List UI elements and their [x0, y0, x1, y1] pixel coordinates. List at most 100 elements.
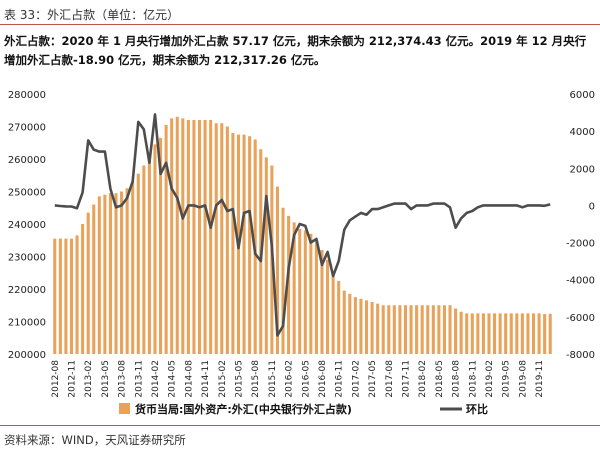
- bar: [409, 305, 413, 354]
- bar: [481, 313, 485, 354]
- x-axis-labels: 2012-08 2012-11 2013-02 2013-05 2013-08 2013-…: [51, 360, 545, 398]
- bar: [442, 305, 446, 354]
- bar: [92, 204, 96, 354]
- x-tick-label: 2014-11: [201, 360, 211, 398]
- bar: [275, 186, 279, 354]
- y-right-tick-label: -2000: [566, 239, 595, 250]
- y-left-tick-label: 200000: [8, 350, 46, 361]
- bar: [431, 305, 435, 354]
- y-left-tick-label: 270000: [8, 123, 46, 134]
- y-left-tick-label: 250000: [8, 188, 46, 199]
- x-tick-label: 2018-02: [418, 360, 428, 398]
- y-left-tick-label: 260000: [8, 155, 46, 166]
- bar: [398, 305, 402, 354]
- y-left-tick-label: 240000: [8, 220, 46, 231]
- bar: [292, 222, 296, 354]
- x-tick-label: 2019-11: [535, 360, 545, 398]
- bar: [498, 313, 502, 354]
- x-tick-label: 2015-02: [218, 360, 228, 398]
- bar: [437, 305, 441, 354]
- bar: [531, 313, 536, 354]
- x-tick-label: 2016-08: [318, 360, 328, 398]
- bar: [426, 305, 430, 354]
- bar: [131, 181, 135, 354]
- bar: [515, 313, 519, 354]
- y-left-tick-label: 280000: [8, 90, 46, 101]
- bar: [125, 188, 129, 354]
- y-right-tick-label: -6000: [566, 313, 595, 324]
- bar: [548, 313, 552, 354]
- x-tick-label: 2014-05: [168, 360, 178, 398]
- x-tick-label: 2016-05: [301, 360, 311, 398]
- bar: [81, 224, 85, 354]
- bar: [359, 298, 363, 354]
- bar: [220, 123, 224, 354]
- bar: [470, 313, 474, 354]
- x-tick-label: 2014-08: [184, 360, 194, 398]
- bar: [403, 305, 408, 354]
- x-tick-label: 2017-11: [401, 360, 411, 398]
- bar: [209, 120, 213, 354]
- bar: [264, 157, 268, 354]
- bar: [242, 134, 246, 354]
- bar: [376, 303, 380, 354]
- x-tick-label: 2018-08: [452, 360, 462, 398]
- bar: [53, 238, 57, 354]
- x-tick-label: 2013-05: [101, 360, 111, 398]
- bar: [331, 271, 335, 354]
- bar: [281, 207, 285, 354]
- x-tick-label: 2017-05: [368, 360, 378, 398]
- bar: [465, 313, 469, 354]
- bar: [186, 120, 190, 354]
- x-tick-label: 2017-08: [385, 360, 395, 398]
- y-right-tick-label: 6000: [570, 90, 595, 101]
- bar: [120, 191, 124, 354]
- y-right-tick-label: 0: [589, 201, 595, 212]
- bar: [509, 313, 513, 354]
- bar: [86, 212, 90, 354]
- x-tick-label: 2019-02: [485, 360, 495, 398]
- x-tick-label: 2014-02: [151, 360, 161, 398]
- x-tick-label: 2015-05: [234, 360, 244, 398]
- bar: [287, 215, 291, 354]
- chart: 200000 210000 220000 230000 240000 250000 2600…: [8, 90, 595, 416]
- bar: [225, 126, 229, 354]
- bar: [181, 118, 185, 354]
- bar: [326, 259, 330, 354]
- x-tick-label: 2015-08: [251, 360, 261, 398]
- bar: [170, 118, 174, 354]
- line-series-huanbi: [54, 113, 551, 337]
- bar: [203, 120, 207, 354]
- bar: [309, 233, 313, 354]
- bar: [108, 193, 112, 354]
- bar: [504, 313, 508, 354]
- bar: [320, 250, 324, 354]
- legend-label-bar: 货币当局:国外资产:外汇(中央银行外汇占款): [134, 402, 352, 416]
- x-tick-label: 2017-02: [351, 360, 361, 398]
- legend: 货币当局:国外资产:外汇(中央银行外汇占款) 环比: [119, 402, 488, 416]
- bar: [231, 133, 235, 354]
- x-tick-label: 2016-11: [335, 360, 345, 398]
- bar: [454, 308, 458, 354]
- bottom-rule: [0, 425, 600, 426]
- bar: [303, 230, 307, 354]
- x-tick-label: 2012-08: [51, 360, 61, 398]
- y-right-tick-label: -8000: [566, 350, 595, 361]
- bar: [69, 238, 74, 354]
- x-tick-label: 2013-11: [134, 360, 144, 398]
- bar: [370, 302, 374, 354]
- bar: [197, 120, 202, 354]
- x-tick-label: 2015-11: [268, 360, 278, 398]
- bar: [353, 297, 357, 354]
- bar: [97, 196, 101, 354]
- bar: [342, 290, 346, 354]
- table-label: 表 33：外汇占款（单位：亿元）: [4, 8, 180, 22]
- bar: [298, 228, 302, 354]
- bar: [387, 305, 391, 354]
- source-note: 资料来源：WIND，天风证券研究所: [4, 433, 186, 447]
- chart-description: 外汇占款：2020 年 1 月央行增加外汇占款 57.17 亿元，期末余额为 2…: [4, 34, 587, 67]
- x-tick-label: 2018-11: [468, 360, 478, 398]
- x-tick-label: 2019-05: [502, 360, 512, 398]
- bar: [153, 144, 157, 354]
- bar: [420, 305, 424, 354]
